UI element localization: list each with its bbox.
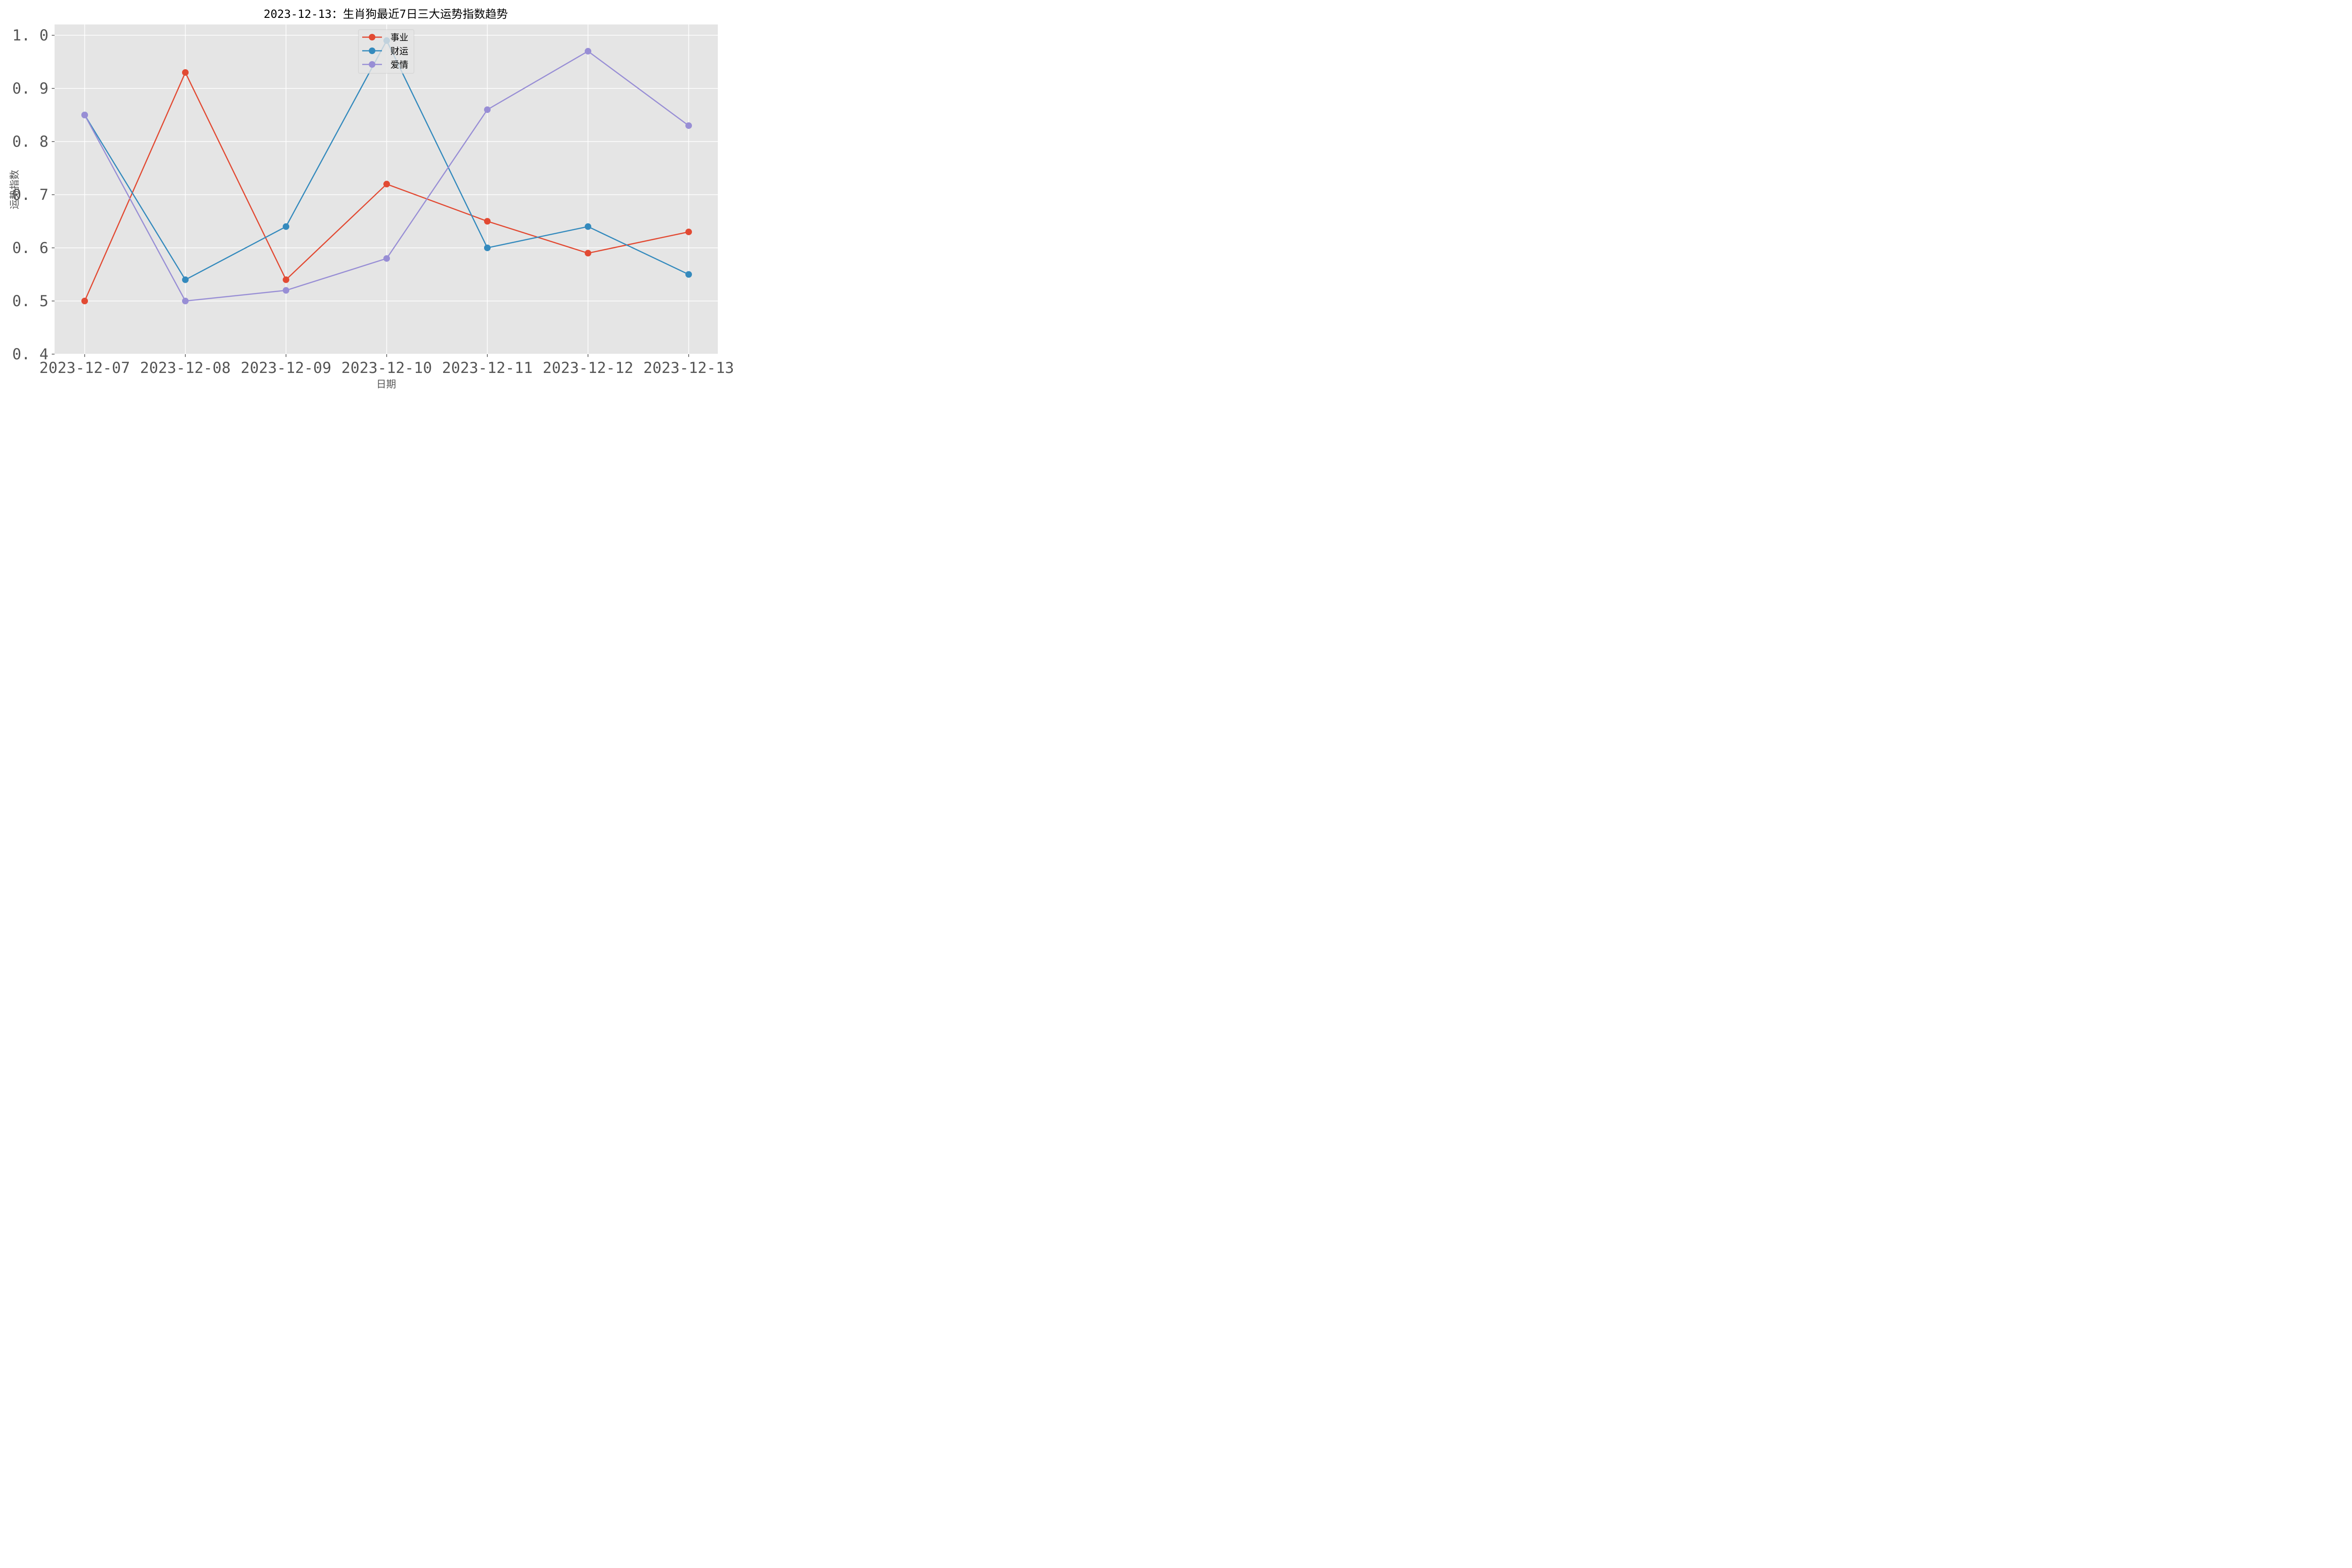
x-tick-label: 2023-12-08 <box>140 359 231 377</box>
x-tick-label: 2023-12-12 <box>543 359 634 377</box>
y-axis-ticks: 0. 4 0. 5 0. 6 0. 7 0. 8 0. 9 1. 0 <box>12 26 55 363</box>
x-tick-label: 2023-12-09 <box>241 359 332 377</box>
line-chart: 2023-12-13：生肖狗最近7日三大运势指数趋势 0. 40. 50. 60… <box>9 8 734 390</box>
data-point <box>585 48 591 55</box>
data-point <box>182 69 189 76</box>
x-tick-label: 2023-12-10 <box>342 359 432 377</box>
legend-item: 事业 <box>362 32 408 43</box>
x-axis-label: 日期 <box>376 379 396 390</box>
legend-item: 财运 <box>362 46 408 56</box>
legend-item: 爱情 <box>362 60 408 70</box>
data-point <box>383 181 390 188</box>
plot-area <box>55 24 718 354</box>
svg-text:爱情: 爱情 <box>390 60 408 70</box>
data-point <box>484 245 491 251</box>
series-爱情 <box>81 48 692 304</box>
x-tick-label: 2023-12-11 <box>442 359 533 377</box>
data-point <box>585 223 591 230</box>
data-point <box>283 276 289 283</box>
data-point <box>81 298 88 304</box>
y-tick-label: 0. 7 <box>12 186 48 204</box>
x-tick-label: 2023-12-07 <box>40 359 130 377</box>
y-tick-label: 0. 4 <box>12 345 48 363</box>
data-point <box>685 122 692 129</box>
x-axis-ticks: 2023-12-07 2023-12-08 2023-12-09 2023-12-10… <box>40 354 734 377</box>
data-point <box>182 298 189 304</box>
y-tick-label: 0. 5 <box>12 292 48 310</box>
data-point <box>283 223 289 230</box>
svg-text:财运: 财运 <box>390 46 408 56</box>
y-tick-label: 0. 8 <box>12 133 48 150</box>
y-tick-label: 0. 6 <box>12 239 48 257</box>
x-tick-label: 2023-12-13 <box>644 359 734 377</box>
data-point <box>383 255 390 262</box>
data-point <box>283 287 289 294</box>
chart-title: 2023-12-13：生肖狗最近7日三大运势指数趋势 <box>264 8 508 21</box>
data-point <box>685 229 692 236</box>
y-tick-label: 1. 0 <box>12 26 48 44</box>
data-point <box>182 276 189 283</box>
data-point <box>685 271 692 278</box>
svg-text:事业: 事业 <box>390 32 408 43</box>
data-point <box>484 106 491 113</box>
data-point <box>81 111 88 119</box>
y-tick-label: 0. 9 <box>12 79 48 97</box>
grid-lines <box>55 24 718 355</box>
data-point <box>585 250 591 257</box>
y-axis-label: 运势指数 <box>9 170 20 209</box>
series-事业 <box>81 69 692 304</box>
data-point <box>484 218 491 225</box>
